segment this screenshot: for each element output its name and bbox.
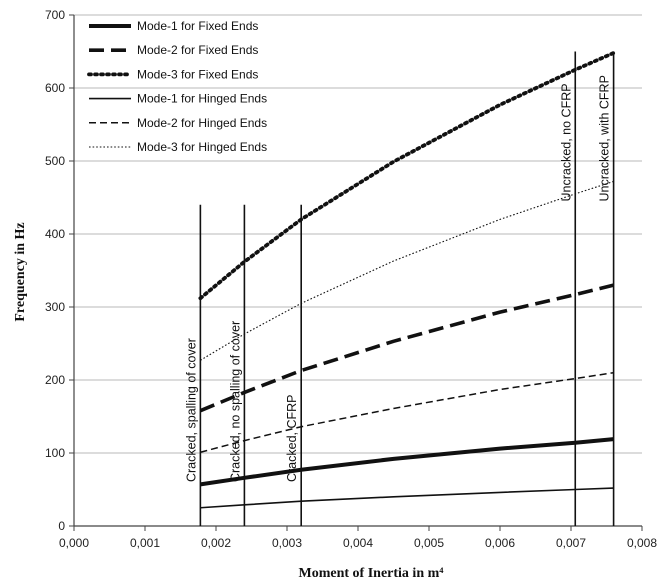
x-tick-label: 0,003 [272,536,302,550]
series-line [200,180,614,361]
y-tick-label: 600 [45,81,65,95]
x-tick-label: 0,001 [130,536,160,550]
y-tick-label: 200 [45,373,65,387]
legend: Mode-1 for Fixed Ends Mode-2 for Fixed En… [87,19,267,154]
marker-label: Uncracked, with CFRP [598,75,612,201]
x-tick-label: 0,005 [414,536,444,550]
grid-layer [74,14,642,454]
marker-label: Cracked, CFRP [285,394,299,482]
x-tick-label: 0,002 [201,536,231,550]
y-tick-label: 100 [45,446,65,460]
y-tick-label: 400 [45,227,65,241]
series-layer [198,51,616,509]
x-tick-label: 0,004 [343,536,373,550]
y-tick-label: 0 [58,519,65,533]
x-axis-title: Moment of Inertia in m⁴ [299,566,445,581]
marker-label: Uncracked, no CFRP [559,83,573,201]
y-tick-label: 700 [45,8,65,22]
y-axis-title: Frequency in Hz [13,222,28,321]
legend-label: Mode-3 for Fixed Ends [137,67,258,81]
marker-layer [199,51,615,526]
series-line [200,437,614,487]
marker-label: Cracked, spalling of cover [184,338,198,482]
series-line [198,51,616,301]
series-line [200,371,614,453]
x-tick-label: 0,008 [627,536,657,550]
series-line [199,283,615,413]
y-tick-label: 500 [45,154,65,168]
legend-label: Mode-1 for Hinged Ends [137,92,267,106]
series-line [200,487,614,509]
x-tick-label: 0,006 [485,536,515,550]
annotation-layer: Cracked, spalling of cover Cracked, no sp… [184,75,611,482]
y-tick-label: 300 [45,300,65,314]
legend-label: Mode-3 for Hinged Ends [137,140,267,154]
x-tick-label: 0,007 [556,536,586,550]
axis-layer: 0 100 200 300 400 500 600 700 0,000 0,001 0,002 0,0… [45,8,657,550]
x-tick-label: 0,000 [59,536,89,550]
legend-label: Mode-2 for Hinged Ends [137,116,267,130]
marker-label: Cracked, no spalling of cover [228,321,242,482]
legend-label: Mode-2 for Fixed Ends [137,43,258,57]
legend-label: Mode-1 for Fixed Ends [137,19,258,33]
